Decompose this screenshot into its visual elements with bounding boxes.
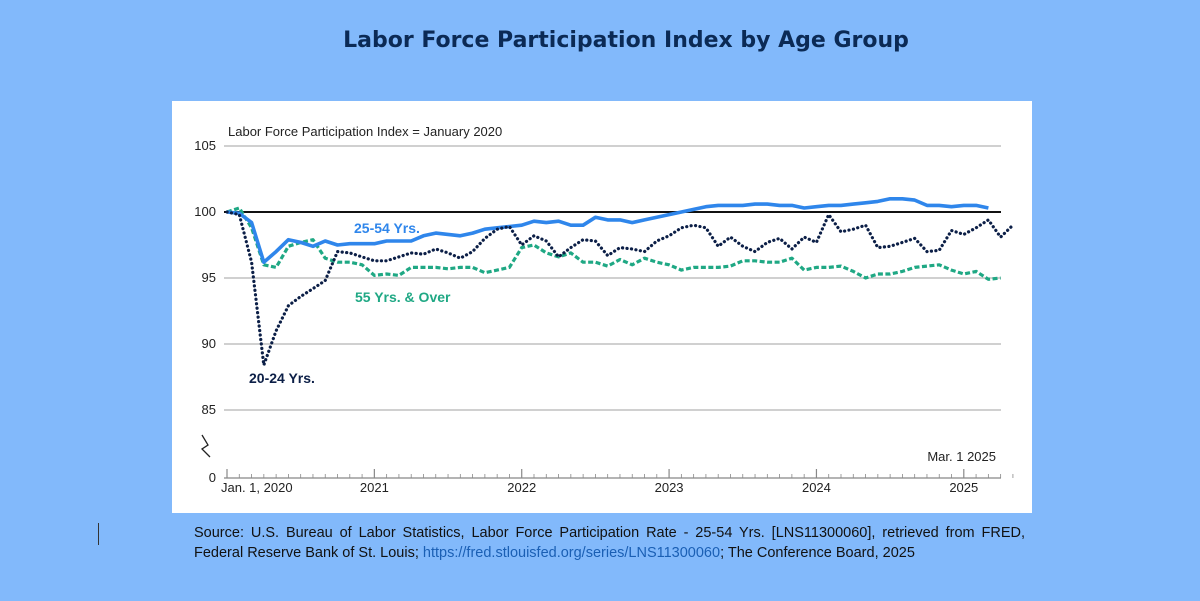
x-tick-label: Jan. 1, 2020 [221, 480, 293, 495]
chart-subtitle: Labor Force Participation Index = Januar… [228, 124, 502, 139]
chart-panel: Labor Force Participation Index = Januar… [172, 101, 1032, 513]
chart-title: Labor Force Participation Index by Age G… [343, 28, 909, 53]
y-tick-label: 100 [194, 204, 216, 219]
line-chart: Labor Force Participation Index = Januar… [194, 124, 1015, 495]
series-line-age-25-54 [226, 197, 989, 264]
y-tick-label: 90 [202, 336, 216, 351]
end-date-label: Mar. 1 2025 [927, 449, 996, 464]
series-line-age-20-24 [225, 210, 1015, 367]
x-tick-label: 2025 [949, 480, 978, 495]
y-tick-label: 95 [202, 270, 216, 285]
series-label-20-24: 20-24 Yrs. [249, 370, 315, 386]
source-suffix: ; The Conference Board, 2025 [720, 544, 915, 561]
y-tick-label: 0 [209, 470, 216, 485]
y-tick-label: 105 [194, 138, 216, 153]
x-tick-label: 2024 [802, 480, 831, 495]
series-line-age-55-over [226, 206, 1001, 281]
source-text: Source: U.S. Bureau of Labor Statistics,… [194, 525, 1025, 561]
series-label-25-54: 25-54 Yrs. [354, 220, 420, 236]
x-tick-label: 2023 [655, 480, 684, 495]
source-note: Source: U.S. Bureau of Labor Statistics,… [194, 524, 1025, 563]
series-label-55-over: 55 Yrs. & Over [355, 289, 451, 305]
axis-break-icon [200, 434, 211, 458]
source-link[interactable]: https://fred.stlouisfed.org/series/LNS11… [422, 544, 721, 561]
x-tick-label: 2022 [507, 480, 536, 495]
x-tick-label: 2021 [360, 480, 389, 495]
y-tick-label: 85 [202, 402, 216, 417]
text-cursor [98, 523, 99, 545]
